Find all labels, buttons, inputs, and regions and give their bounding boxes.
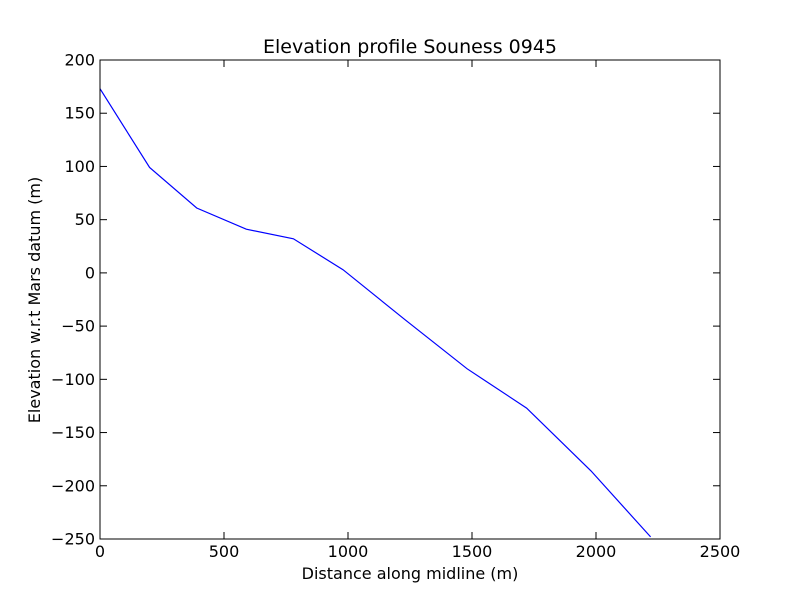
- y-tick-label: −50: [61, 317, 95, 336]
- x-tick-label: 500: [209, 542, 240, 561]
- plot-frame: [99, 59, 721, 540]
- y-tick-label: 200: [64, 51, 95, 70]
- x-tick-label: 0: [95, 542, 105, 561]
- x-tick-label: 2500: [700, 542, 741, 561]
- y-tick-label: −100: [51, 370, 95, 389]
- y-axis-title: Elevation w.r.t Mars datum (m): [25, 177, 44, 423]
- x-tick-label: 1000: [328, 542, 369, 561]
- y-tick-label: −150: [51, 423, 95, 442]
- y-tick-label: 100: [64, 157, 95, 176]
- chart-title: Elevation profile Souness 0945: [263, 36, 557, 58]
- x-tick-label: 2000: [576, 542, 617, 561]
- elevation-series-line: [99, 88, 652, 538]
- y-tick-label: −200: [51, 476, 95, 495]
- y-tick-label: 50: [75, 210, 95, 229]
- axis-ticks: 0 500 1000 1500 2000 2500200150100500−50−100−…: [51, 51, 740, 562]
- plot-area: [99, 88, 652, 538]
- y-tick-label: 0: [85, 263, 95, 282]
- x-tick-label: 1500: [452, 542, 493, 561]
- y-tick-label: 150: [64, 104, 95, 123]
- y-tick-label: −250: [51, 530, 95, 549]
- x-axis-title: Distance along midline (m): [302, 564, 519, 583]
